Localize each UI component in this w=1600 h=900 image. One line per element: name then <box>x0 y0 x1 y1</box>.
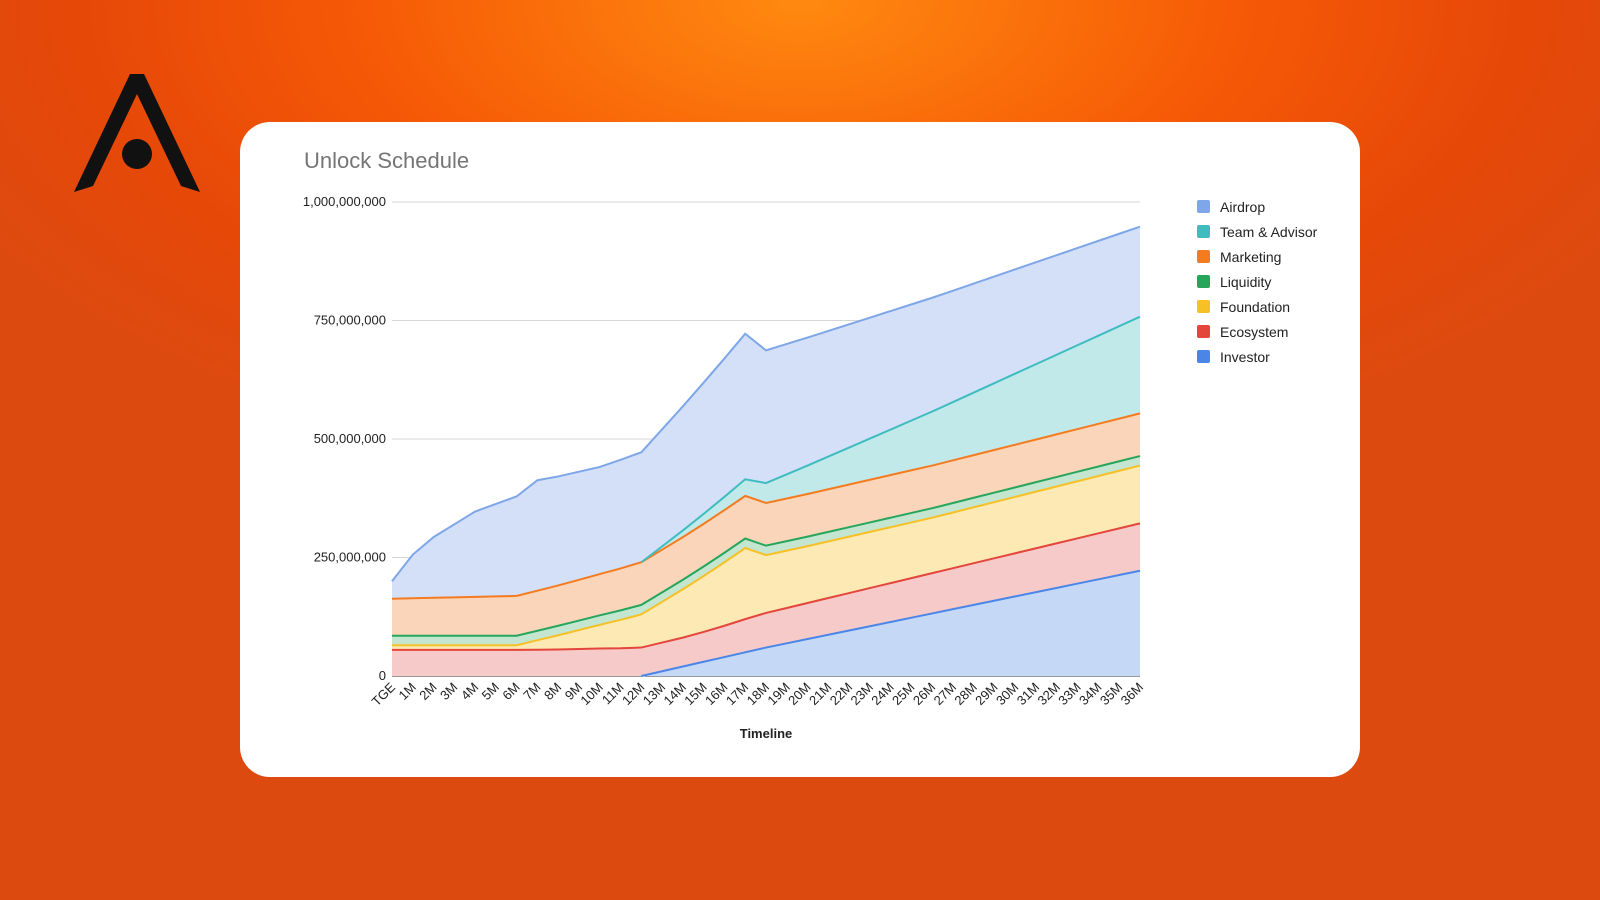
area-airdrop <box>392 226 1140 599</box>
x-tick-label: 4M <box>458 680 481 703</box>
legend-item: Investor <box>1197 344 1317 369</box>
legend-item: Ecosystem <box>1197 319 1317 344</box>
x-axis-title: Timeline <box>740 726 793 741</box>
area-investor <box>392 570 1140 676</box>
x-tick-label: 7M <box>520 680 543 703</box>
x-axis: TGE1M2M3M4M5M6M7M8M9M10M11M12M13M14M15M1… <box>369 679 1147 709</box>
line-marketing <box>391 412 1141 600</box>
chart-svg: 0 250,000,000 500,000,000 750,000,000 1,000,… <box>303 194 1147 741</box>
line-ecosystem <box>392 522 1141 651</box>
y-tick-label: 250,000,000 <box>314 550 386 565</box>
area-foundation <box>392 465 1140 650</box>
area-ecosystem <box>392 523 1140 676</box>
x-tick-label: 6M <box>499 680 522 703</box>
legend-label: Foundation <box>1220 298 1291 315</box>
legend-swatch <box>1197 350 1210 363</box>
line-liquidity <box>392 455 1141 637</box>
x-tick-label: 36M <box>1118 680 1146 708</box>
legend-item: Airdrop <box>1197 194 1317 219</box>
line-airdrop <box>391 225 1141 582</box>
line-foundation <box>392 464 1141 647</box>
legend-item: Marketing <box>1197 244 1317 269</box>
legend-swatch <box>1197 275 1210 288</box>
area-layer <box>392 226 1140 676</box>
x-tick-label: 1M <box>396 680 419 703</box>
legend-label: Liquidity <box>1220 273 1272 290</box>
line-investor <box>641 569 1141 677</box>
legend-label: Ecosystem <box>1220 323 1289 340</box>
legend-swatch <box>1197 325 1210 338</box>
legend-label: Airdrop <box>1220 198 1266 215</box>
chart-title: Unlock Schedule <box>304 148 470 173</box>
y-tick-label: 750,000,000 <box>314 313 386 328</box>
chart-legend: Airdrop Team & Advisor Marketing Liquidity F… <box>1197 194 1317 369</box>
y-tick-label: 0 <box>379 668 386 683</box>
legend-item: Foundation <box>1197 294 1317 319</box>
legend-item: Liquidity <box>1197 269 1317 294</box>
y-tick-label: 500,000,000 <box>314 431 386 446</box>
legend-label: Team & Advisor <box>1220 223 1318 240</box>
line-layer <box>391 225 1141 677</box>
x-tick-label: 2M <box>416 680 439 703</box>
legend-swatch <box>1197 250 1210 263</box>
legend-swatch <box>1197 200 1210 213</box>
chart-card: Unlock Schedule 0 250,000,000 500,000,000 7… <box>240 122 1360 777</box>
x-tick-label: 3M <box>437 680 460 703</box>
line-team-advisor <box>640 315 1141 564</box>
brand-logo <box>72 72 202 197</box>
x-tick-label: 8M <box>541 680 564 703</box>
x-tick-label: TGE <box>369 679 399 709</box>
legend-label: Marketing <box>1220 248 1282 265</box>
a-letter-logo-icon <box>74 74 200 192</box>
legend-item: Team & Advisor <box>1197 219 1317 244</box>
legend-label: Investor <box>1220 348 1270 365</box>
legend-swatch <box>1197 300 1210 313</box>
x-tick-label: 5M <box>479 680 502 703</box>
legend-swatch <box>1197 225 1210 238</box>
y-tick-label: 1,000,000,000 <box>303 194 386 209</box>
y-axis: 0 250,000,000 500,000,000 750,000,000 1,000,… <box>303 194 386 683</box>
